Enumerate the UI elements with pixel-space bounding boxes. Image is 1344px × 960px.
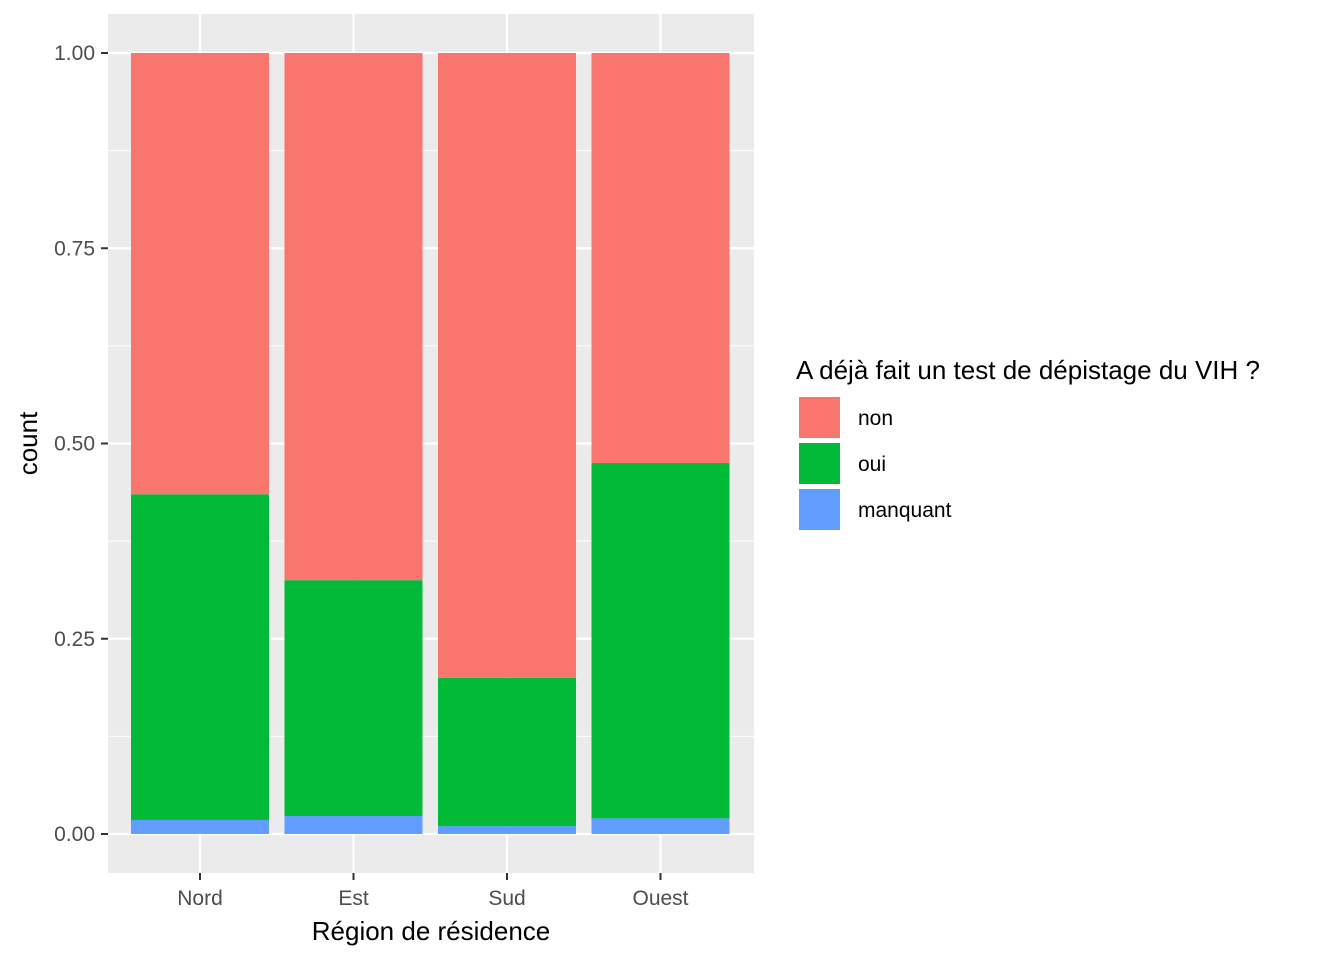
legend-title: A déjà fait un test de dépistage du VIH … <box>796 355 1260 385</box>
x-axis: Nord Est Sud Ouest <box>177 873 689 910</box>
legend-label-non: non <box>858 407 893 430</box>
bar-sud-oui <box>438 677 576 827</box>
legend-key-oui <box>797 441 842 486</box>
y-tick-label: 0.75 <box>54 237 95 260</box>
bar-ouest-manquant <box>591 818 730 834</box>
legend-label-manquant: manquant <box>858 499 952 522</box>
y-tick-label: 0.50 <box>54 433 95 456</box>
legend-key-non <box>797 395 842 440</box>
bars <box>131 53 730 834</box>
bar-nord-non <box>131 53 269 495</box>
bar-est-non <box>284 53 423 581</box>
bar-sud-non <box>438 53 576 678</box>
legend-key-manquant <box>797 487 842 532</box>
bar-nord-oui <box>131 494 269 820</box>
y-tick-label: 0.00 <box>54 823 95 846</box>
y-tick-label: 0.25 <box>54 628 95 651</box>
bar-nord-manquant <box>131 819 269 834</box>
y-axis-title: count <box>13 411 43 475</box>
legend-label-oui: oui <box>858 453 886 476</box>
y-axis: 0.00 0.25 0.50 0.75 1.00 <box>54 42 108 846</box>
bar-ouest-non <box>591 53 730 464</box>
bar-est-manquant <box>284 816 423 834</box>
x-tick-label: Ouest <box>632 887 688 910</box>
bar-est-oui <box>284 580 423 817</box>
legend: A déjà fait un test de dépistage du VIH … <box>796 355 1260 532</box>
y-tick-label: 1.00 <box>54 42 95 65</box>
bar-ouest-oui <box>591 463 730 819</box>
bar-sud-manquant <box>438 826 576 834</box>
x-tick-label: Sud <box>488 887 525 910</box>
x-axis-title: Région de résidence <box>312 916 551 946</box>
x-tick-label: Est <box>338 887 369 910</box>
x-tick-label: Nord <box>177 887 223 910</box>
